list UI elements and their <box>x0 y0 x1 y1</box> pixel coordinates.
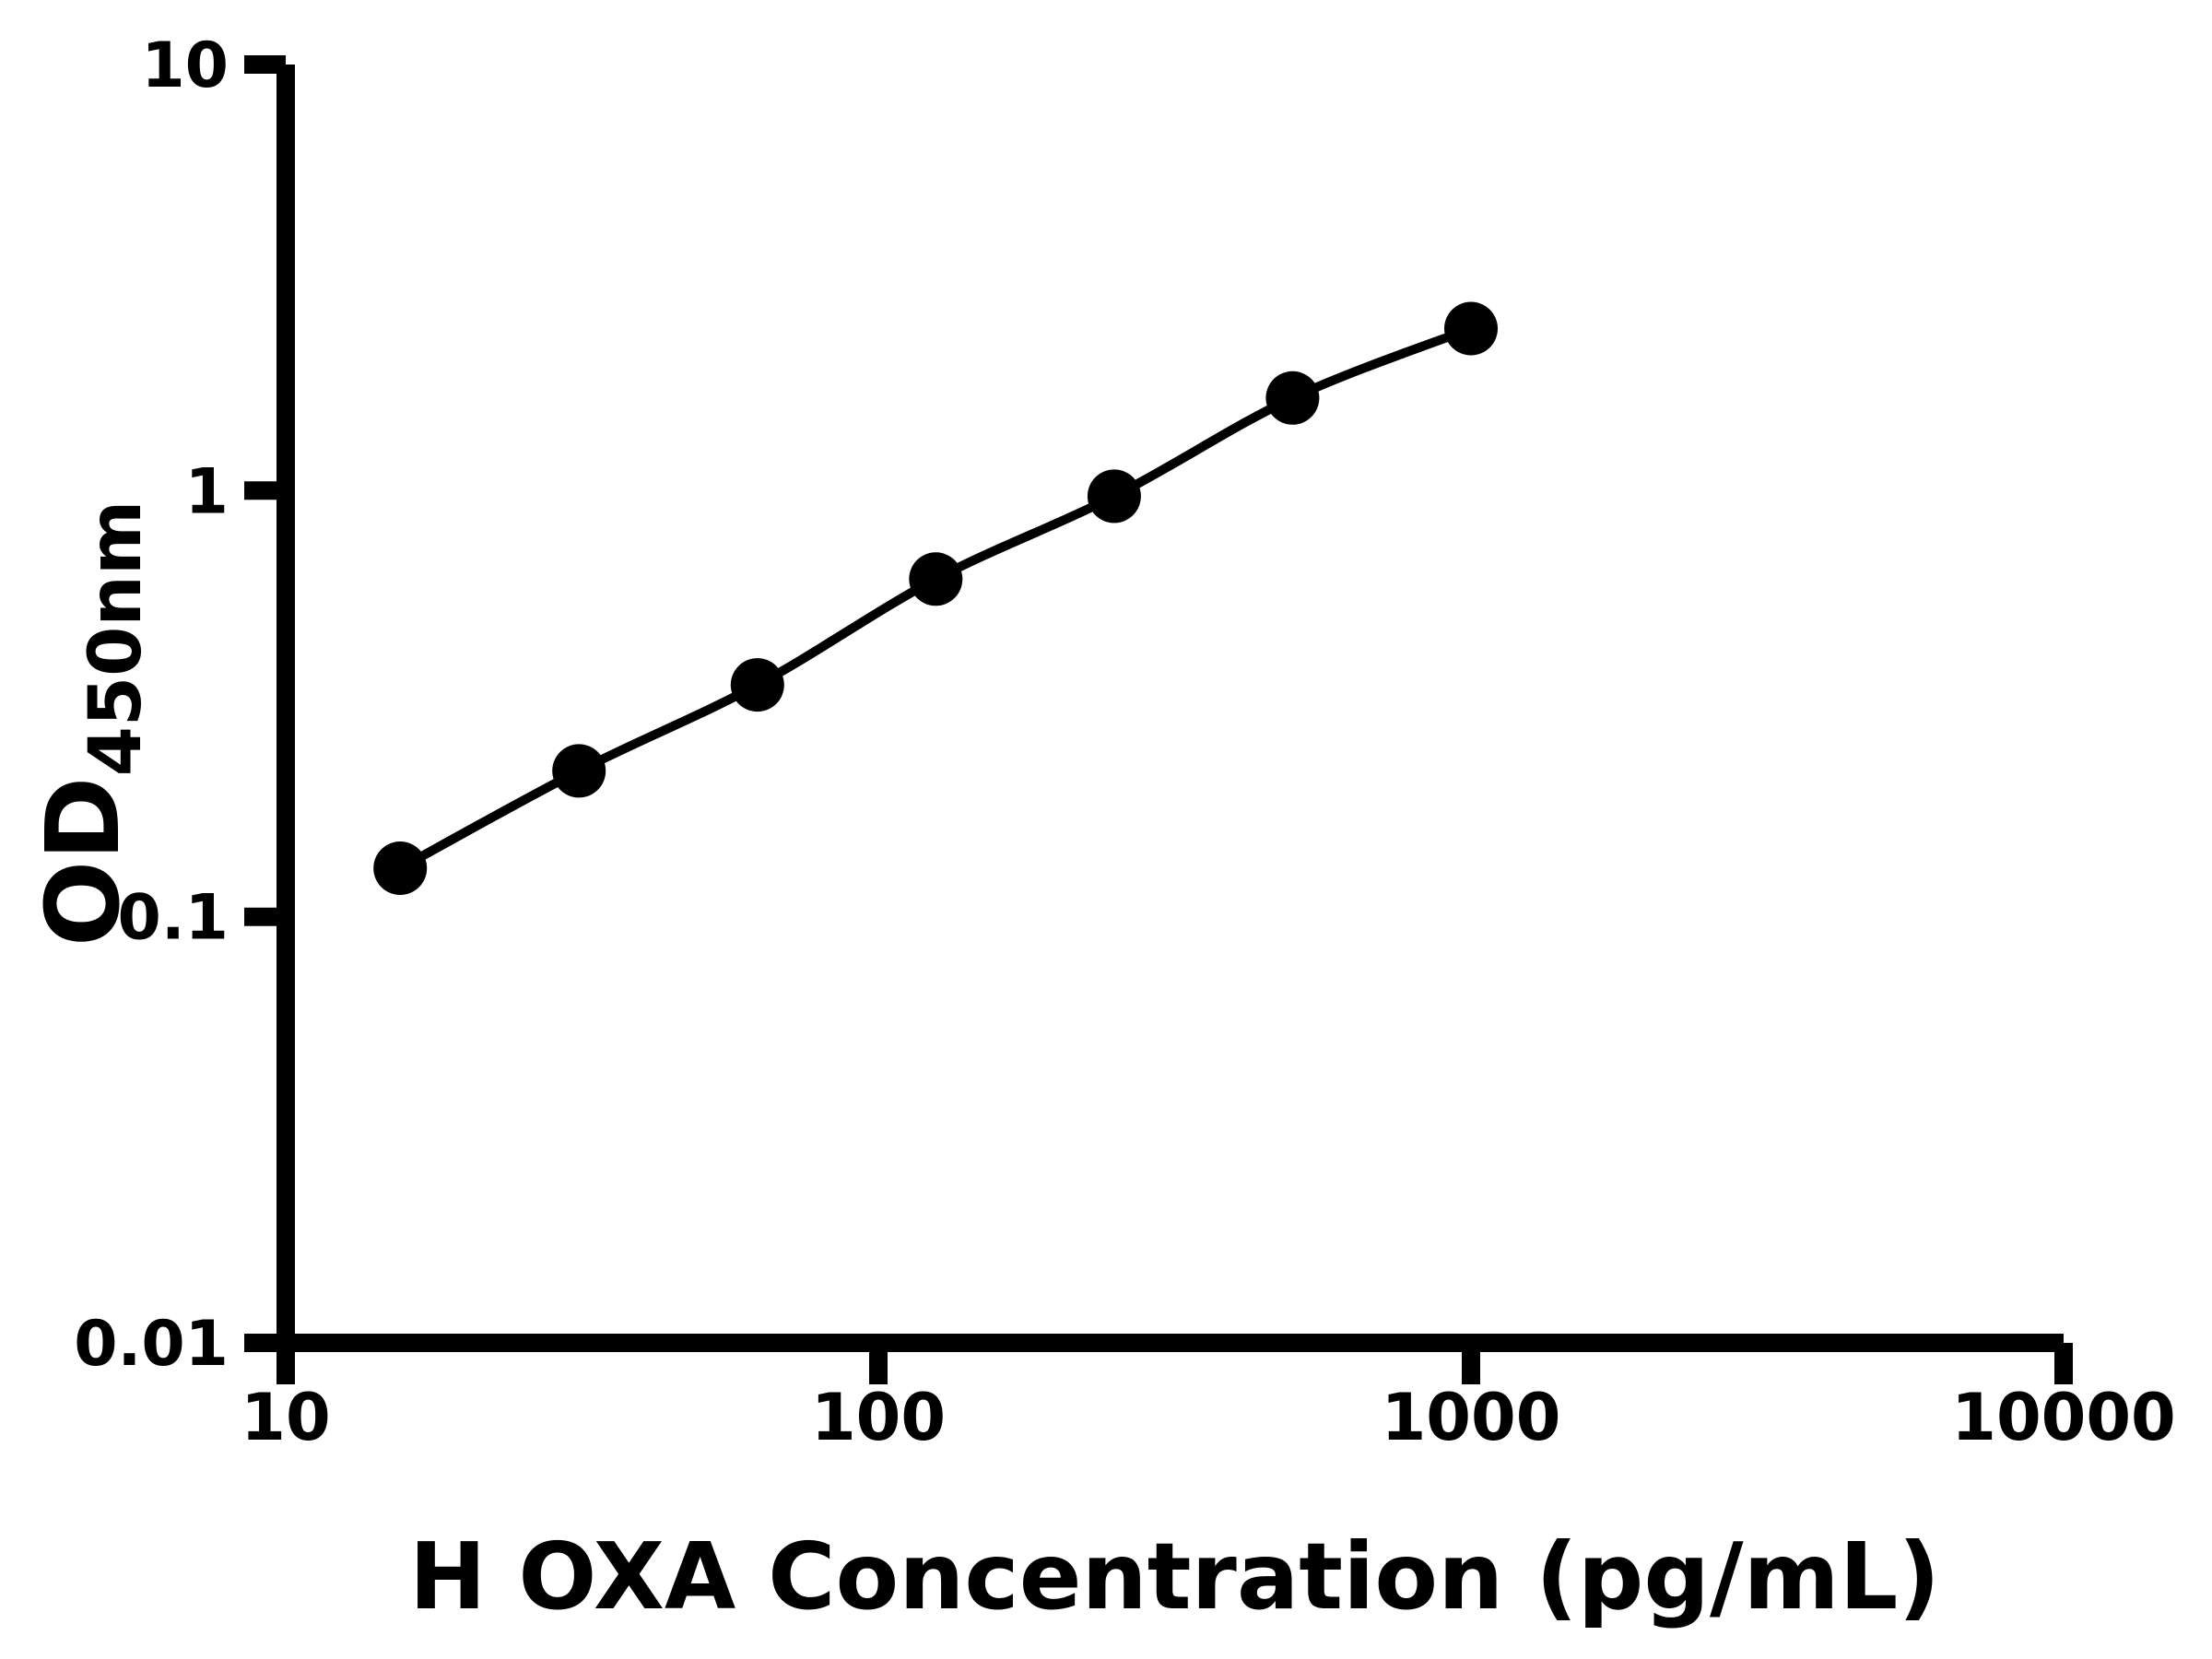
plot-series <box>373 301 1498 895</box>
y-tick-label: 1 <box>185 455 229 528</box>
data-point <box>909 552 963 606</box>
data-points <box>373 301 1498 895</box>
x-axis: 10 100 1000 10000 <box>241 1334 2176 1455</box>
y-axis-tick-labels: 10 1 0.1 0.01 <box>74 29 229 1381</box>
y-tick-label: 10 <box>141 29 229 102</box>
data-point <box>373 841 428 895</box>
y-axis-title-main: OD <box>24 776 142 947</box>
x-tick-label: 10 <box>241 1380 330 1455</box>
x-tick-label: 100 <box>811 1380 946 1455</box>
data-point <box>730 658 784 712</box>
y-tick-label: 0.01 <box>74 1308 229 1381</box>
data-point <box>552 744 606 798</box>
y-axis-title: OD450nm <box>24 500 158 947</box>
x-axis-tick-labels: 10 100 1000 10000 <box>241 1380 2175 1455</box>
x-tick-label: 1000 <box>1382 1380 1561 1455</box>
x-axis-title: H OXA Concentration (pg/mL) <box>409 1523 1940 1630</box>
data-point <box>1444 301 1498 356</box>
y-axis-ticks <box>244 55 286 1352</box>
y-axis: 10 1 0.1 0.01 <box>74 29 295 1381</box>
x-tick-label: 10000 <box>1951 1380 2176 1455</box>
y-axis-title-subscript: 450nm <box>75 500 158 777</box>
y-tick-label: 0.1 <box>118 882 229 955</box>
data-point <box>1265 371 1320 425</box>
x-axis-ticks <box>276 1343 2073 1384</box>
data-point <box>1087 469 1141 524</box>
